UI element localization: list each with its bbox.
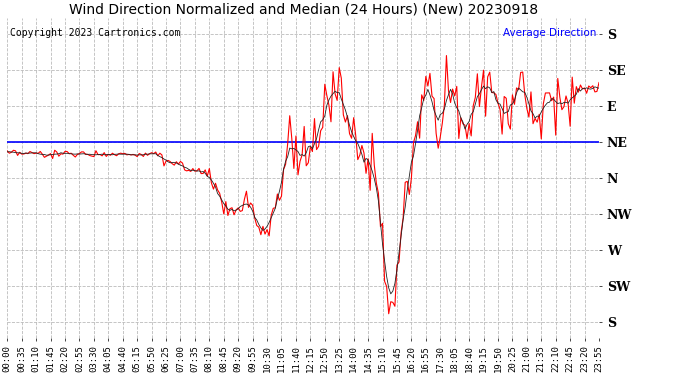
Text: Average Direction: Average Direction: [503, 27, 596, 38]
Title: Wind Direction Normalized and Median (24 Hours) (New) 20230918: Wind Direction Normalized and Median (24…: [68, 3, 538, 17]
Text: Copyright 2023 Cartronics.com: Copyright 2023 Cartronics.com: [10, 27, 181, 38]
